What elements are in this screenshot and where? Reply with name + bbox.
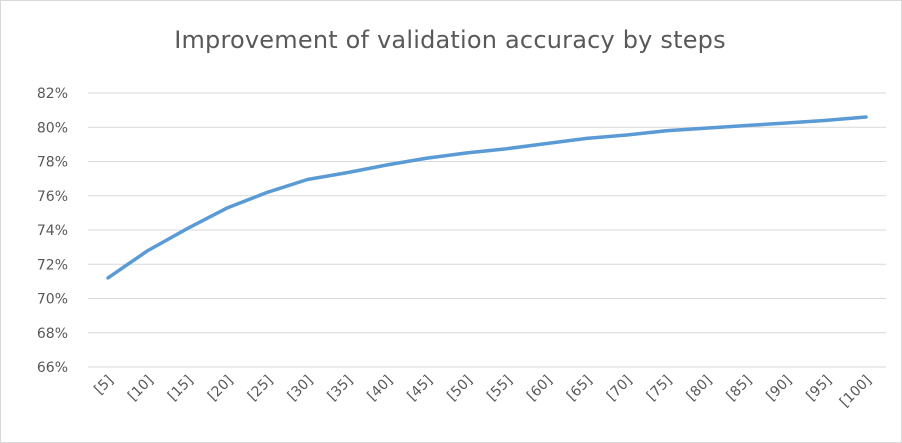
data-point <box>864 115 868 119</box>
x-axis-tick-labels: [5] [10] [15] [20] [25] [30] [35] [40] [45] [50][… <box>91 373 874 411</box>
data-point <box>345 171 349 175</box>
y-tick-label: 82% <box>37 86 68 102</box>
x-tick-label: [70] <box>604 373 636 405</box>
y-tick-label: 70% <box>37 292 68 308</box>
data-point <box>824 118 828 122</box>
chart-title: Improvement of validation accuracy by st… <box>174 26 726 54</box>
data-point <box>186 226 190 230</box>
gridlines <box>88 92 886 368</box>
data-point <box>385 163 389 167</box>
x-tick-label: [75] <box>644 373 676 405</box>
data-point <box>585 136 589 140</box>
data-point <box>704 126 708 130</box>
x-tick-label: [90] <box>763 373 795 405</box>
x-tick-label: [30] <box>285 373 317 405</box>
x-tick-label: [65] <box>564 373 596 405</box>
x-tick-label: [5] <box>91 373 116 398</box>
data-point <box>665 129 669 133</box>
x-tick-label: [40] <box>364 373 396 405</box>
x-tick-label: [45] <box>404 373 436 405</box>
x-tick-label: [25] <box>245 373 277 405</box>
x-tick-label: [100] <box>837 373 875 411</box>
series-layer <box>106 115 868 280</box>
data-point <box>146 249 150 253</box>
data-point <box>305 177 309 181</box>
data-point <box>465 151 469 155</box>
y-tick-label: 68% <box>37 326 68 342</box>
y-tick-label: 66% <box>37 360 68 376</box>
x-tick-label: [60] <box>524 373 556 405</box>
y-axis-tick-labels: 66% 68% 70% 72% 74% 76% 78% 80% 82% <box>37 86 68 376</box>
data-point <box>266 190 270 194</box>
data-point <box>425 156 429 160</box>
x-tick-label: [55] <box>484 373 516 405</box>
x-tick-label: [35] <box>325 373 357 405</box>
x-tick-label: [95] <box>803 373 835 405</box>
x-tick-label: [50] <box>444 373 476 405</box>
data-point <box>744 124 748 128</box>
y-tick-label: 74% <box>37 223 68 239</box>
data-point <box>625 133 629 137</box>
x-tick-label: [85] <box>724 373 756 405</box>
data-point <box>505 147 509 151</box>
x-tick-label: [80] <box>684 373 716 405</box>
y-tick-label: 72% <box>37 257 68 273</box>
x-tick-label: [20] <box>205 373 237 405</box>
x-tick-label: [10] <box>125 373 157 405</box>
y-tick-label: 76% <box>37 189 68 205</box>
series-line <box>106 115 868 280</box>
data-point <box>545 142 549 146</box>
data-point <box>106 276 110 280</box>
data-point <box>226 206 230 210</box>
data-point <box>784 121 788 125</box>
y-tick-label: 80% <box>37 120 68 136</box>
y-tick-label: 78% <box>37 155 68 171</box>
x-tick-label: [15] <box>165 373 197 405</box>
